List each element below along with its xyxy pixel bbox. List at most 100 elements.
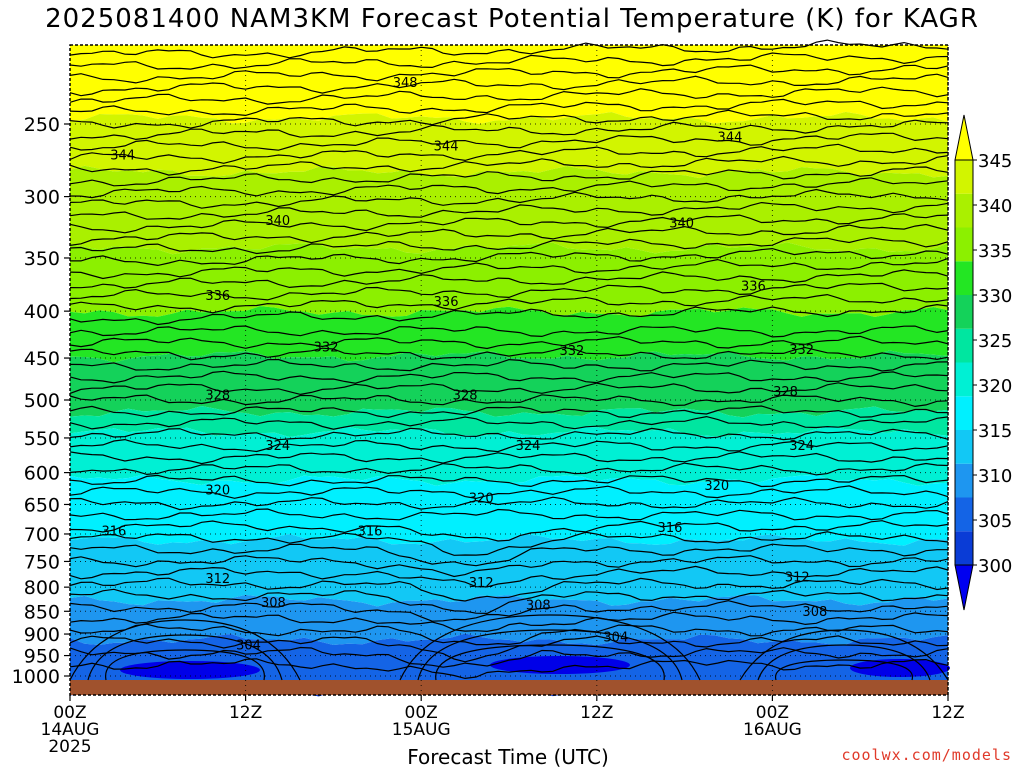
contour-line (69, 619, 301, 681)
contour-line (69, 555, 949, 578)
svg-text:324: 324 (789, 439, 814, 454)
colorbar-arrow-high (954, 114, 974, 161)
contour-line (775, 659, 913, 681)
contour-line (105, 649, 265, 681)
colorbar-swatch (955, 396, 973, 430)
colorbar-label: 335 (978, 241, 1012, 262)
color-band (70, 165, 948, 255)
contour-line (69, 358, 949, 372)
contour-label: 304 (236, 639, 261, 654)
svg-text:320: 320 (469, 492, 494, 507)
contour-label: 308 (261, 596, 286, 611)
contour-line (69, 405, 949, 419)
contour-label: 344 (434, 140, 459, 155)
svg-text:328: 328 (773, 385, 798, 400)
contour-label: 304 (603, 631, 628, 646)
svg-text:340: 340 (669, 216, 694, 231)
svg-text:312: 312 (469, 576, 494, 591)
contour-label: 316 (101, 525, 126, 540)
contour-label: 344 (110, 149, 135, 164)
svg-text:344: 344 (718, 131, 743, 146)
contour-line (69, 86, 949, 105)
contour-line (69, 415, 949, 430)
colorbar-swatch (955, 227, 973, 262)
contour-line (69, 213, 949, 234)
contour-label: 320 (205, 483, 230, 498)
x-tick-label: 14AUG (41, 720, 100, 740)
contour-label: 332 (560, 344, 585, 359)
x-tick-label: 12Z (931, 703, 964, 723)
svg-text:316: 316 (358, 525, 383, 540)
contour-label: 328 (453, 388, 478, 403)
contour-line (69, 39, 949, 59)
contour-line (69, 520, 949, 542)
y-tick-label: 250 (24, 114, 60, 136)
x-axis-label: Forecast Time (UTC) (407, 745, 609, 768)
svg-text:308: 308 (802, 605, 827, 620)
contour-line (69, 427, 949, 441)
y-tick-label: 700 (24, 524, 60, 546)
contour-label: 312 (205, 572, 230, 587)
contour-label: 312 (469, 576, 494, 591)
contour-line (739, 629, 949, 681)
y-tick-label: 650 (24, 494, 60, 516)
color-band (70, 533, 948, 607)
svg-text:328: 328 (453, 388, 478, 403)
svg-text:308: 308 (261, 596, 286, 611)
colorbar-swatch (955, 531, 973, 565)
contour-line (69, 335, 949, 350)
contour-line (69, 474, 949, 488)
y-tick-label: 550 (24, 428, 60, 450)
y-tick-label: 1000 (12, 666, 60, 688)
contour-line (69, 635, 949, 663)
contour-label: 340 (669, 216, 694, 231)
contour-line (69, 166, 949, 187)
svg-text:308: 308 (526, 599, 551, 614)
color-band (70, 426, 948, 486)
colorbar-label: 300 (978, 556, 1012, 577)
colorbar-swatch (955, 463, 973, 498)
contour-line (69, 543, 948, 567)
color-band (70, 45, 948, 124)
contour-line (69, 155, 949, 176)
colorbar-swatch (955, 193, 973, 228)
x-tick-label: 00Z (405, 703, 438, 723)
svg-text:336: 336 (434, 295, 459, 310)
contour-line (69, 269, 949, 289)
contour-line (69, 119, 949, 141)
color-band (70, 111, 948, 179)
y-tick-label: 600 (24, 463, 60, 485)
contour-line (87, 634, 283, 681)
colorbar: 300 305 310 315 320 325 330 335 340 345 (954, 114, 1012, 611)
contour-line (69, 282, 949, 301)
contour-line (417, 629, 683, 681)
y-tick-label: 750 (24, 551, 60, 573)
contour-label: 324 (265, 439, 290, 454)
colorbar-label: 305 (978, 511, 1012, 532)
colorbar-swatch (955, 160, 973, 194)
colorbar-outline (954, 159, 974, 566)
color-band (70, 406, 948, 437)
svg-text:316: 316 (658, 521, 683, 536)
contour-line (69, 382, 949, 396)
contour-line (69, 73, 949, 97)
svg-text:324: 324 (265, 439, 290, 454)
x-tick-label: 12Z (229, 703, 262, 723)
svg-text:320: 320 (704, 479, 729, 494)
colorbar-swatch (955, 362, 973, 397)
cold-pocket (120, 661, 260, 679)
contour-line (69, 177, 949, 199)
colorbar-label: 330 (978, 286, 1012, 307)
contour-line (69, 257, 949, 280)
colorbar-swatch (955, 328, 973, 363)
contour-line (69, 98, 949, 117)
colorbar-label: 315 (978, 421, 1012, 442)
svg-text:332: 332 (314, 340, 339, 355)
contour-line (69, 496, 949, 511)
contour-line (69, 303, 949, 326)
contour-label: 320 (704, 479, 729, 494)
y-tick-label: 350 (24, 248, 60, 270)
